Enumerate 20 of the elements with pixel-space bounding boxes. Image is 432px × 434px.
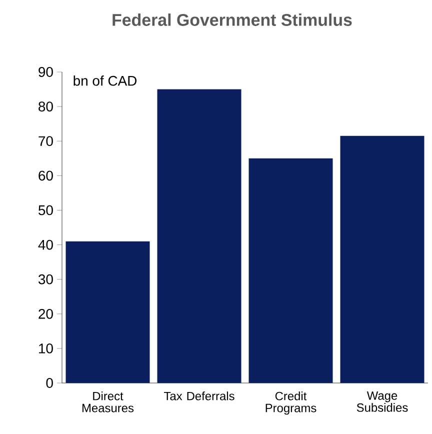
y-tick-label: 50: [38, 205, 53, 216]
y-tick-label: 60: [38, 170, 53, 181]
y-tick-label: 30: [38, 274, 53, 284]
x-tick-label: Credit Programs: [266, 392, 316, 415]
x-tick-label: Tax Deferrals: [164, 392, 234, 400]
y-tick-label: 90: [38, 67, 53, 77]
x-tick-label: Wage Subsidies: [356, 392, 408, 412]
bar: [340, 136, 424, 383]
y-tick-label: 70: [38, 136, 53, 146]
bar: [248, 158, 333, 383]
y-tick-label: 80: [38, 102, 53, 112]
y-tick-label: 20: [38, 308, 53, 319]
y-tick-label: 40: [38, 240, 53, 250]
x-tick-label: Direct Measures: [82, 392, 134, 412]
bar: [66, 241, 150, 383]
y-tick-label: 0: [46, 378, 53, 388]
y-axis-title: bn of CAD: [74, 76, 137, 86]
bar: [157, 89, 242, 383]
y-tick-label: 10: [39, 343, 53, 354]
chart-title: Federal Government Stimulus: [112, 14, 352, 26]
